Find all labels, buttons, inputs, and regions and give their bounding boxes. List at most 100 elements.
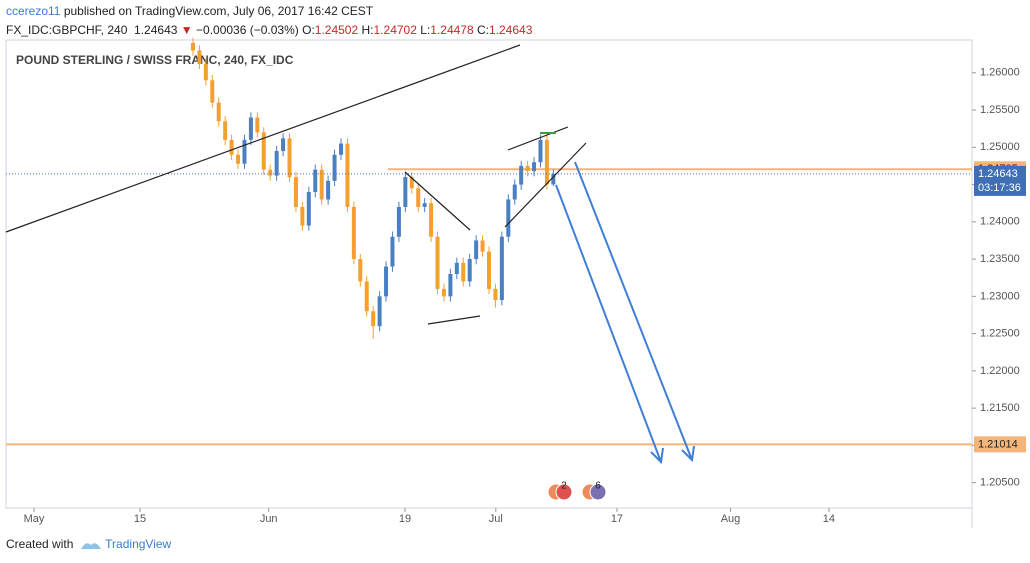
candle-body: [313, 169, 318, 193]
x-tick-label: Aug: [721, 513, 741, 525]
chart: POUND STERLING / SWISS FRANC, 240, FX_ID…: [5, 37, 1026, 528]
candle-body: [416, 188, 421, 207]
h-label: H:: [361, 23, 374, 37]
candle-body: [512, 184, 517, 200]
y-tick-label: 1.20500: [980, 477, 1020, 489]
candle-body: [338, 143, 343, 155]
candle-body: [506, 199, 511, 237]
created: Created with: [6, 537, 74, 551]
author[interactable]: ccerezo11: [6, 4, 61, 18]
candle-body: [390, 236, 395, 267]
level-label: 1.21014: [978, 438, 1018, 450]
trend-line: [5, 44, 521, 233]
logo: [81, 543, 102, 549]
candle-body: [255, 117, 260, 133]
l-value: 1.24478: [430, 23, 474, 37]
candle-body: [268, 169, 273, 176]
candle-body: [236, 154, 241, 164]
trend-line: [507, 126, 569, 151]
candle-body: [274, 151, 279, 176]
candle-body: [203, 63, 208, 81]
last-price-label: 1.24643: [978, 168, 1018, 180]
x-tick-label: 17: [611, 513, 623, 525]
y-tick-label: 1.21500: [980, 402, 1020, 414]
h-value: 1.24702: [373, 23, 417, 37]
candle-body: [293, 177, 298, 207]
published: published on TradingView.com, July 06, 2…: [63, 4, 374, 18]
arrow: [574, 161, 695, 463]
y-tick-label: 1.24000: [980, 216, 1020, 228]
publish-line: ccerezo11 published on TradingView.com, …: [6, 2, 532, 21]
trend-line: [427, 315, 481, 325]
candle-body: [448, 274, 453, 297]
arrow: [555, 184, 664, 465]
candle-body: [287, 138, 292, 178]
candle-body: [409, 177, 414, 189]
y-tick-label: 1.25500: [980, 104, 1020, 116]
candle-body: [441, 288, 446, 297]
x-tick-label: Jun: [260, 513, 278, 525]
y-tick-label: 1.22000: [980, 365, 1020, 377]
countdown: 03:17:36: [978, 182, 1021, 194]
candle-body: [384, 266, 389, 297]
candle-body: [248, 117, 253, 140]
candle-body: [538, 139, 543, 163]
annotations: [5, 44, 695, 465]
c-label: C:: [477, 23, 489, 37]
event-count: 6: [595, 481, 601, 492]
last-price-tag: [974, 165, 1026, 196]
candle-body: [532, 162, 537, 172]
candle-body: [242, 139, 247, 164]
drawings: 1.260001.255001.250001.245001.240001.235…: [6, 37, 1026, 525]
o-value: 1.24502: [314, 23, 359, 37]
y-tick-label: 1.22500: [980, 328, 1020, 340]
candle-body: [403, 177, 408, 207]
candle-body: [364, 281, 369, 312]
candle-body: [519, 165, 524, 185]
y-tick-label: 1.26000: [980, 67, 1020, 79]
l-label: L:: [420, 23, 431, 37]
candle-body: [210, 80, 215, 103]
candle-body: [326, 180, 331, 200]
candle-body: [461, 262, 466, 282]
x-tick-label: 19: [399, 513, 411, 525]
candle-body: [197, 50, 202, 64]
x-tick-label: 14: [823, 513, 835, 525]
symbol: FX_IDC:GBPCHF, 240: [6, 23, 128, 37]
y-tick-label: 1.23000: [980, 290, 1020, 302]
y-tick-label: 1.23500: [980, 253, 1020, 265]
level-tag: [974, 436, 1026, 453]
footer: Created with TradingView: [6, 537, 171, 551]
candle-body: [474, 240, 479, 260]
candle-body: [281, 138, 286, 152]
candle-body: [487, 251, 491, 289]
x-tick-label: 15: [134, 513, 146, 525]
last: 1.24643: [134, 23, 178, 37]
event-icon: [555, 483, 573, 501]
candle-body: [377, 296, 382, 327]
candle-body: [454, 262, 459, 274]
brand[interactable]: TradingView: [105, 537, 172, 551]
candle-body: [190, 42, 195, 51]
candle-body: [429, 203, 434, 237]
candle-body: [261, 132, 266, 170]
candle-body: [480, 240, 485, 252]
candle-body: [229, 139, 234, 155]
candle-body: [358, 259, 363, 282]
candle-body: [551, 173, 556, 185]
candle-body: [499, 236, 504, 301]
candle-body: [467, 259, 472, 282]
o-label: O:: [302, 23, 315, 37]
event-count: 2: [561, 481, 567, 492]
candle-body: [396, 206, 401, 237]
candle-body: [493, 288, 498, 301]
quote-line: FX_IDC:GBPCHF, 240 1.24643 ▼ −0.00036 (−…: [6, 21, 532, 40]
c-value: 1.24643: [489, 23, 533, 37]
trend-line: [504, 142, 587, 228]
candle-body: [371, 311, 376, 327]
chart-title: POUND STERLING / SWISS FRANC, 240, FX_ID…: [16, 53, 294, 67]
candle-body: [345, 143, 350, 207]
y-tick-label: 1.25000: [980, 141, 1020, 153]
candle-body: [300, 206, 305, 226]
candle-body: [351, 206, 356, 260]
